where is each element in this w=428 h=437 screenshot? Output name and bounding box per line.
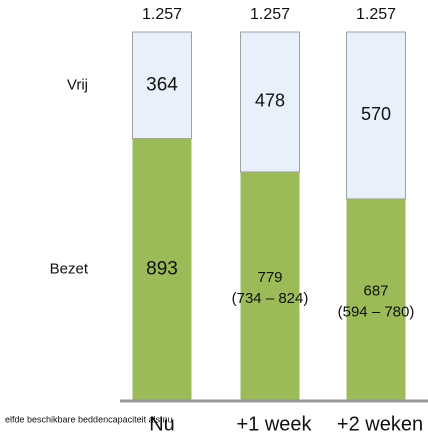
total-label: 1.257 [356, 6, 396, 23]
range-label: (734 – 824) [232, 290, 309, 307]
series-label: Bezet [50, 260, 89, 277]
value-label: 779 [257, 269, 282, 286]
value-label: 570 [361, 104, 391, 124]
value-label: 364 [146, 74, 178, 95]
bar-segment [240, 171, 300, 400]
bar-segment [132, 138, 192, 401]
bar-segment [346, 198, 406, 400]
total-label: 1.257 [250, 6, 290, 23]
series-label: Vrij [67, 76, 88, 93]
range-label: (594 – 780) [338, 303, 415, 320]
bar-segment [346, 31, 406, 200]
value-label: 893 [146, 258, 178, 279]
footnote: elfde beschikbare beddencapaciteit als n… [5, 414, 173, 424]
total-label: 1.257 [142, 6, 182, 23]
value-label: 687 [363, 282, 388, 299]
x-tick-label: +2 weken [337, 413, 423, 435]
bar-segment [132, 31, 192, 140]
x-tick-label: +1 week [236, 413, 312, 435]
value-label: 478 [255, 91, 285, 111]
bar-segment [240, 31, 300, 173]
x-tick-label: Nu [149, 413, 175, 435]
